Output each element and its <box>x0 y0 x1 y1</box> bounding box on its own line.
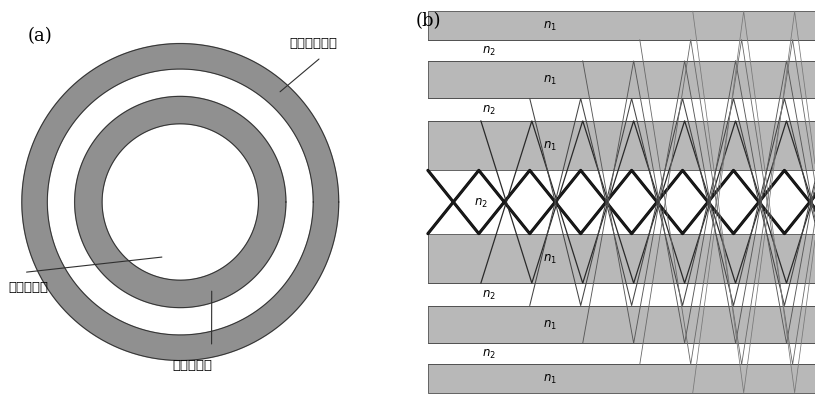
Text: $n_2$: $n_2$ <box>474 196 488 209</box>
Polygon shape <box>22 45 339 360</box>
Text: $n_1$: $n_1$ <box>543 318 557 331</box>
Bar <box>428 12 815 40</box>
Text: $n_2$: $n_2$ <box>482 288 496 301</box>
Text: $n_2$: $n_2$ <box>482 347 496 360</box>
Polygon shape <box>75 97 286 308</box>
Text: $n_1$: $n_1$ <box>543 20 557 33</box>
Text: 高折射率层: 高折射率层 <box>173 358 213 371</box>
Text: (a): (a) <box>28 27 52 45</box>
Bar <box>428 234 815 284</box>
Bar <box>428 122 815 171</box>
Polygon shape <box>22 45 339 360</box>
Text: $n_1$: $n_1$ <box>543 140 557 153</box>
Bar <box>428 364 815 393</box>
Bar <box>428 62 815 99</box>
Text: (b): (b) <box>416 12 441 30</box>
Text: 低折射率包层: 低折射率包层 <box>290 37 337 50</box>
Text: 低折射率核: 低折射率核 <box>8 281 48 294</box>
Text: $n_2$: $n_2$ <box>482 45 496 58</box>
Text: $n_1$: $n_1$ <box>543 74 557 87</box>
Bar <box>428 306 815 343</box>
Text: $n_1$: $n_1$ <box>543 372 557 385</box>
Text: $n_1$: $n_1$ <box>543 252 557 265</box>
Text: $n_2$: $n_2$ <box>482 104 496 117</box>
